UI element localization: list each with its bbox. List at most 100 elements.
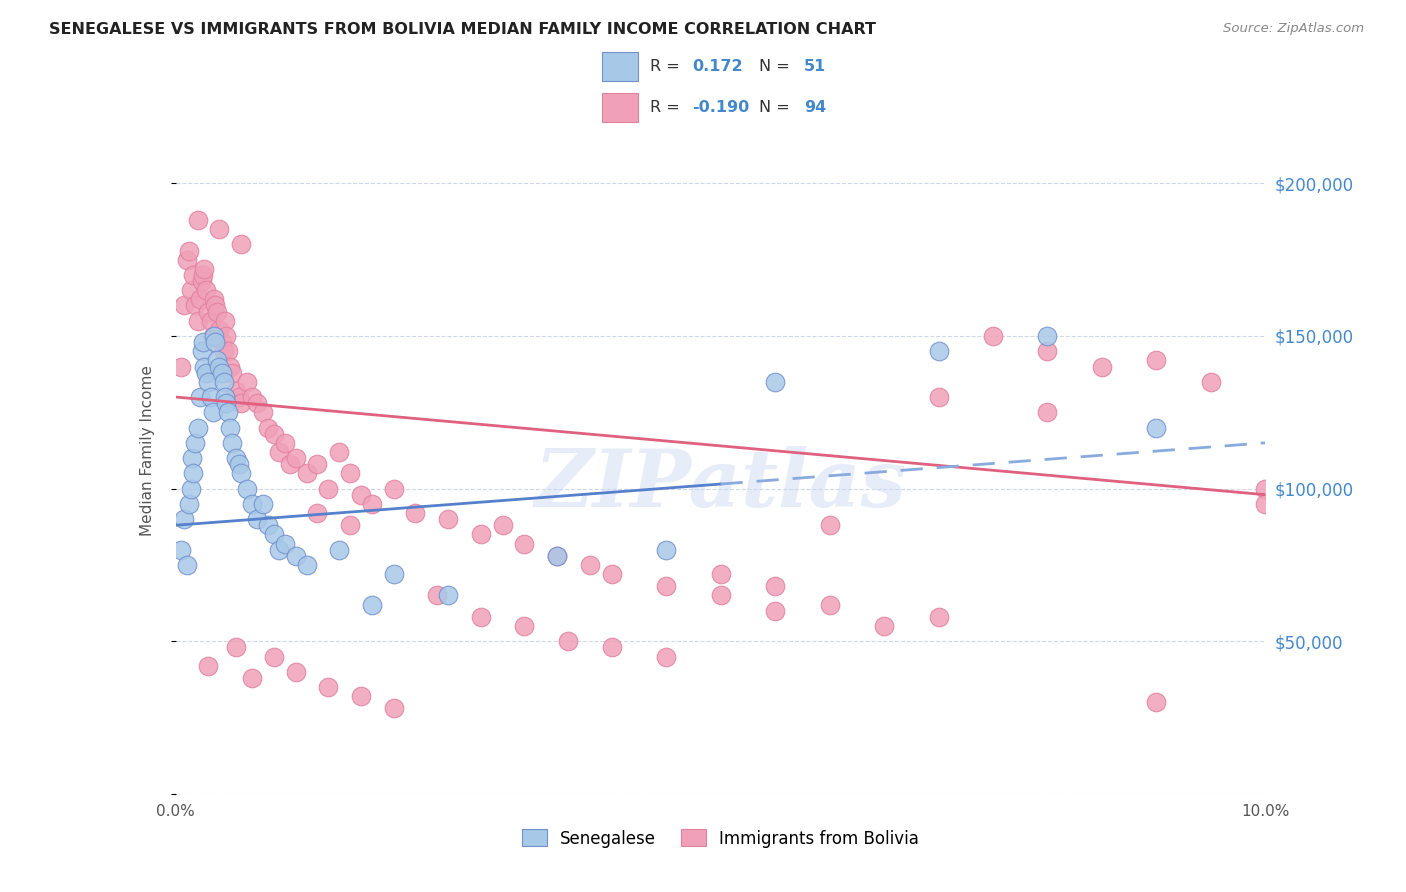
Point: [231, 237, 253, 252]
Point: [928, 610, 950, 624]
Point: [212, 375, 235, 389]
Point: [208, 359, 231, 374]
Point: [307, 506, 329, 520]
Point: [214, 390, 236, 404]
Point: [763, 579, 786, 593]
Point: [235, 482, 257, 496]
Point: [470, 610, 492, 624]
Point: [763, 604, 786, 618]
Point: [437, 589, 460, 603]
Point: [284, 451, 307, 466]
Point: [928, 344, 950, 359]
Text: Source: ZipAtlas.com: Source: ZipAtlas.com: [1223, 22, 1364, 36]
Text: 51: 51: [804, 59, 827, 74]
Point: [295, 558, 318, 572]
Point: [339, 467, 361, 481]
Point: [181, 451, 204, 466]
Point: [328, 542, 350, 557]
Point: [655, 579, 678, 593]
Point: [225, 384, 247, 398]
Point: [205, 304, 228, 318]
Text: 0.172: 0.172: [692, 59, 742, 74]
Point: [201, 329, 224, 343]
Point: [350, 488, 373, 502]
Point: [173, 298, 195, 312]
Point: [225, 451, 247, 466]
Point: [492, 518, 515, 533]
Text: -0.190: -0.190: [692, 100, 749, 115]
Point: [195, 366, 218, 380]
Point: [217, 344, 239, 359]
Point: [437, 512, 460, 526]
Point: [246, 396, 269, 410]
Text: SENEGALESE VS IMMIGRANTS FROM BOLIVIA MEDIAN FAMILY INCOME CORRELATION CHART: SENEGALESE VS IMMIGRANTS FROM BOLIVIA ME…: [49, 22, 876, 37]
Point: [181, 268, 204, 282]
Point: [1254, 482, 1277, 496]
Y-axis label: Median Family Income: Median Family Income: [141, 365, 155, 536]
Text: ZIPatlas: ZIPatlas: [534, 446, 907, 524]
Point: [1036, 405, 1059, 419]
Point: [177, 244, 200, 258]
Point: [1036, 344, 1059, 359]
Point: [818, 598, 841, 612]
Point: [600, 567, 623, 582]
Point: [184, 435, 207, 450]
Point: [176, 252, 198, 267]
Point: [263, 527, 285, 541]
Point: [202, 329, 225, 343]
Point: [513, 619, 536, 633]
Point: [195, 283, 218, 297]
Point: [219, 359, 242, 374]
Point: [191, 268, 214, 282]
Point: [170, 359, 193, 374]
Point: [426, 589, 449, 603]
Point: [215, 396, 238, 410]
Point: [240, 671, 263, 685]
Point: [225, 640, 247, 655]
Point: [405, 506, 427, 520]
Point: [235, 375, 257, 389]
Point: [188, 390, 211, 404]
Point: [200, 314, 222, 328]
Point: [710, 567, 733, 582]
Point: [263, 649, 285, 664]
Point: [284, 665, 307, 679]
Point: [186, 213, 209, 227]
Point: [257, 420, 280, 434]
Point: [361, 497, 384, 511]
Point: [211, 335, 233, 350]
Point: [181, 467, 204, 481]
Point: [382, 701, 405, 715]
Point: [170, 542, 193, 557]
Point: [215, 329, 238, 343]
Point: [212, 344, 235, 359]
Point: [205, 353, 228, 368]
Point: [191, 335, 214, 350]
Point: [252, 497, 274, 511]
Point: [221, 366, 243, 380]
Text: R =: R =: [650, 100, 685, 115]
Point: [600, 640, 623, 655]
Point: [928, 390, 950, 404]
Point: [217, 405, 239, 419]
Point: [1091, 359, 1114, 374]
Point: [557, 634, 579, 648]
Point: [1254, 497, 1277, 511]
Text: R =: R =: [650, 59, 685, 74]
Point: [1146, 695, 1168, 709]
Point: [197, 304, 219, 318]
Point: [981, 329, 1004, 343]
Point: [231, 396, 253, 410]
Text: 94: 94: [804, 100, 827, 115]
Point: [269, 542, 291, 557]
Point: [361, 598, 384, 612]
Point: [188, 293, 211, 307]
Point: [1199, 375, 1222, 389]
Point: [180, 283, 202, 297]
Point: [201, 405, 224, 419]
Point: [1146, 420, 1168, 434]
Point: [246, 512, 269, 526]
Point: [173, 512, 195, 526]
Point: [191, 274, 214, 288]
Point: [382, 482, 405, 496]
